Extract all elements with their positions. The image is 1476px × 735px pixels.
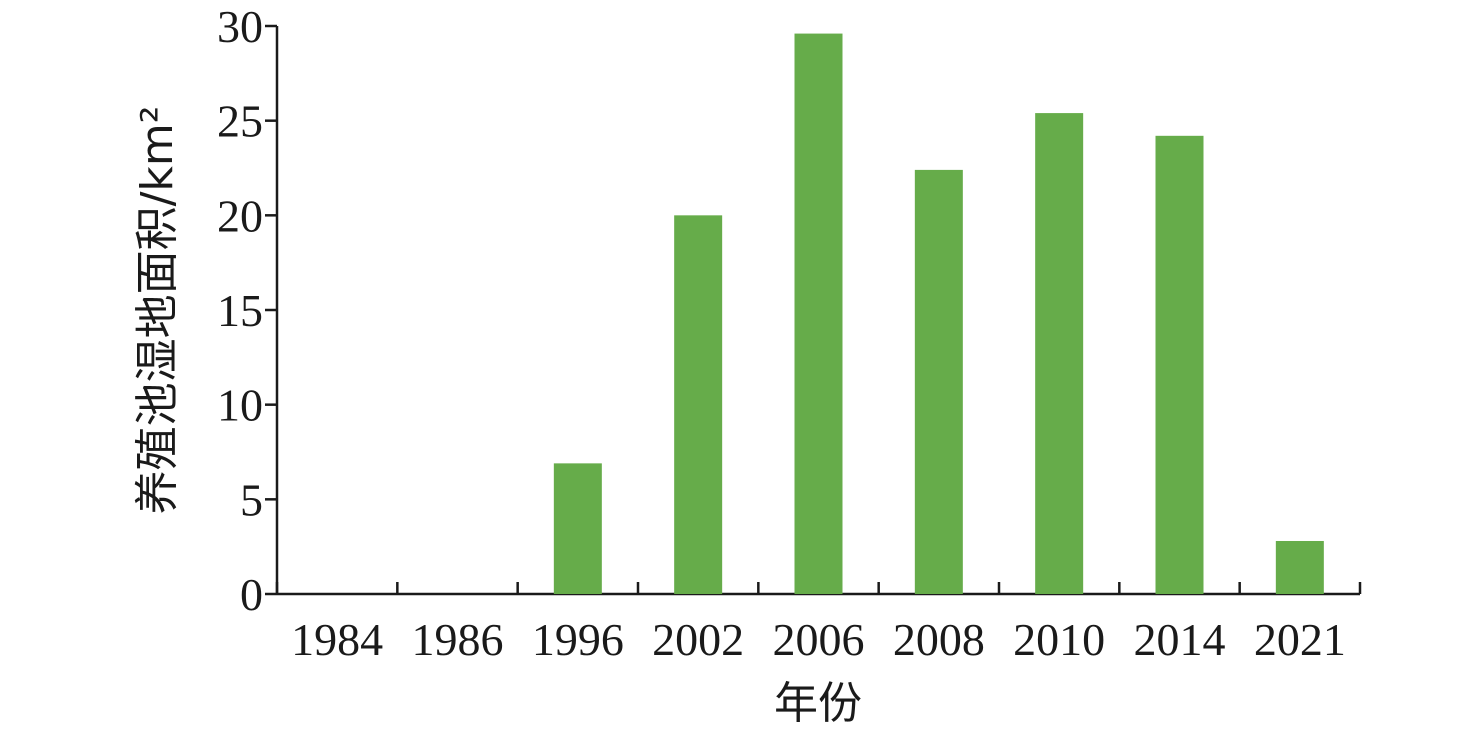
y-tick-label: 0 <box>240 569 263 620</box>
x-tick-label: 1984 <box>291 614 383 665</box>
bar-2021 <box>1275 540 1324 594</box>
bar-1996 <box>553 463 602 594</box>
x-tick-label: 1996 <box>532 614 624 665</box>
bar-2006 <box>794 33 843 594</box>
y-tick-label: 30 <box>217 1 263 52</box>
y-axis-title: 养殖池湿地面积/km² <box>132 106 183 515</box>
x-tick-label: 2008 <box>893 614 985 665</box>
x-axis-title: 年份 <box>774 678 862 729</box>
x-tick-label: 2002 <box>652 614 744 665</box>
bars <box>553 33 1324 595</box>
x-tick-label: 2006 <box>773 614 865 665</box>
y-tick-label: 10 <box>217 380 263 431</box>
x-tick-label: 1986 <box>412 614 504 665</box>
y-axis: 0 5 10 15 20 25 30 <box>217 1 279 620</box>
y-tick-label: 25 <box>217 96 263 147</box>
y-tick-label: 15 <box>217 285 263 336</box>
x-axis: 1984 1986 1996 2002 2006 2008 2010 2014 2021 <box>275 582 1362 665</box>
y-tick-label: 5 <box>240 474 263 525</box>
y-tick-label: 20 <box>217 190 263 241</box>
bar-2014 <box>1155 135 1204 594</box>
bar-2002 <box>674 215 723 595</box>
x-tick-label: 2010 <box>1013 614 1105 665</box>
bar-2008 <box>914 169 963 595</box>
x-tick-label: 2014 <box>1134 614 1226 665</box>
bar-2010 <box>1035 113 1084 595</box>
x-tick-label: 2021 <box>1254 614 1346 665</box>
